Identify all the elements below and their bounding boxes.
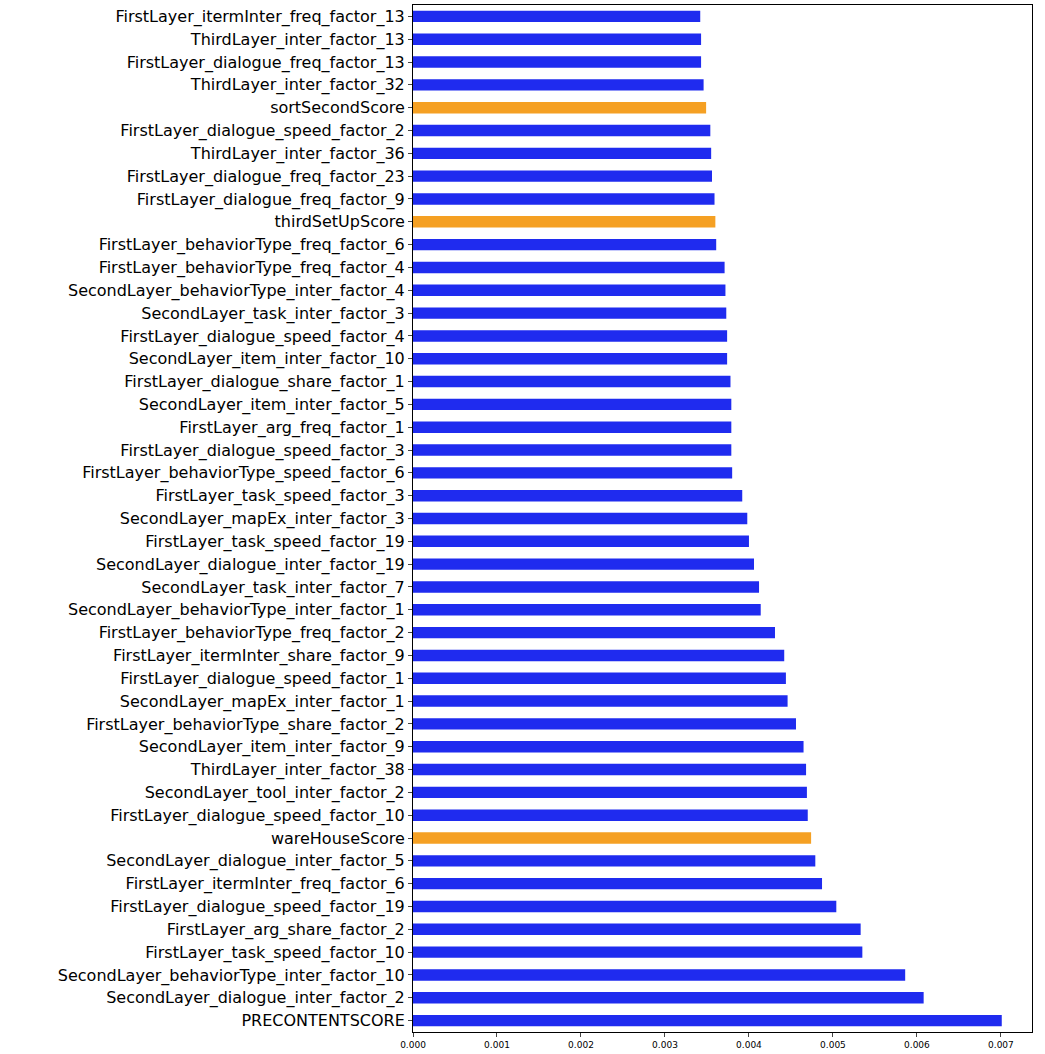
svg-text:FirstLayer_dialogue_speed_fact: FirstLayer_dialogue_speed_factor_3 [120,441,404,461]
svg-text:FirstLayer_dialogue_speed_fact: FirstLayer_dialogue_speed_factor_4 [120,327,404,347]
svg-text:FirstLayer_itermInter_freq_fac: FirstLayer_itermInter_freq_factor_13 [115,7,404,27]
svg-text:FirstLayer_behaviorType_share_: FirstLayer_behaviorType_share_factor_2 [86,715,405,735]
svg-text:FirstLayer_arg_share_factor_2: FirstLayer_arg_share_factor_2 [167,920,405,940]
svg-text:SecondLayer_behaviorType_inter: SecondLayer_behaviorType_inter_factor_1 [68,600,405,620]
svg-text:thirdSetUpScore: thirdSetUpScore [275,212,405,231]
svg-text:SecondLayer_dialogue_inter_fac: SecondLayer_dialogue_inter_factor_2 [106,988,405,1008]
svg-text:FirstLayer_arg_freq_factor_1: FirstLayer_arg_freq_factor_1 [179,418,404,438]
svg-text:SecondLayer_item_inter_factor_: SecondLayer_item_inter_factor_5 [139,395,405,415]
svg-text:wareHouseScore: wareHouseScore [271,829,405,848]
svg-text:SecondLayer_behaviorType_inter: SecondLayer_behaviorType_inter_factor_4 [68,281,405,301]
svg-text:FirstLayer_behaviorType_speed_: FirstLayer_behaviorType_speed_factor_6 [82,463,405,483]
svg-text:FirstLayer_itermInter_share_fa: FirstLayer_itermInter_share_factor_9 [113,646,405,666]
svg-text:0.002: 0.002 [568,1040,594,1050]
svg-text:PRECONTENTSCORE: PRECONTENTSCORE [241,1011,404,1030]
svg-text:ThirdLayer_inter_factor_32: ThirdLayer_inter_factor_32 [190,75,405,95]
svg-text:FirstLayer_behaviorType_freq_f: FirstLayer_behaviorType_freq_factor_6 [99,235,405,255]
svg-text:FirstLayer_task_speed_factor_1: FirstLayer_task_speed_factor_10 [145,943,405,963]
svg-text:FirstLayer_dialogue_speed_fact: FirstLayer_dialogue_speed_factor_10 [110,806,405,826]
svg-text:0.004: 0.004 [736,1040,762,1050]
svg-text:0.007: 0.007 [988,1040,1014,1050]
svg-text:FirstLayer_dialogue_share_fact: FirstLayer_dialogue_share_factor_1 [124,372,404,392]
svg-text:0.006: 0.006 [904,1040,930,1050]
svg-text:SecondLayer_tool_inter_factor_: SecondLayer_tool_inter_factor_2 [145,783,405,803]
svg-text:FirstLayer_task_speed_factor_3: FirstLayer_task_speed_factor_3 [155,486,404,506]
svg-text:SecondLayer_item_inter_factor_: SecondLayer_item_inter_factor_9 [139,737,405,757]
svg-text:FirstLayer_dialogue_freq_facto: FirstLayer_dialogue_freq_factor_9 [137,190,405,210]
svg-text:0.005: 0.005 [820,1040,846,1050]
svg-text:FirstLayer_dialogue_freq_facto: FirstLayer_dialogue_freq_factor_23 [127,167,405,187]
svg-text:ThirdLayer_inter_factor_13: ThirdLayer_inter_factor_13 [190,30,405,50]
svg-text:SecondLayer_item_inter_factor_: SecondLayer_item_inter_factor_10 [129,349,405,369]
svg-text:FirstLayer_dialogue_freq_facto: FirstLayer_dialogue_freq_factor_13 [127,53,405,73]
svg-text:SecondLayer_mapEx_inter_factor: SecondLayer_mapEx_inter_factor_1 [120,692,405,712]
svg-text:ThirdLayer_inter_factor_38: ThirdLayer_inter_factor_38 [190,760,405,780]
svg-text:FirstLayer_behaviorType_freq_f: FirstLayer_behaviorType_freq_factor_4 [99,258,405,278]
svg-text:FirstLayer_itermInter_freq_fac: FirstLayer_itermInter_freq_factor_6 [126,874,405,894]
svg-text:FirstLayer_dialogue_speed_fact: FirstLayer_dialogue_speed_factor_1 [120,669,404,689]
svg-text:FirstLayer_behaviorType_freq_f: FirstLayer_behaviorType_freq_factor_2 [99,623,405,643]
svg-text:sortSecondScore: sortSecondScore [270,98,405,117]
svg-text:0.000: 0.000 [400,1040,426,1050]
svg-text:FirstLayer_dialogue_speed_fact: FirstLayer_dialogue_speed_factor_19 [110,897,405,917]
svg-text:SecondLayer_behaviorType_inter: SecondLayer_behaviorType_inter_factor_10 [58,966,405,986]
svg-text:ThirdLayer_inter_factor_36: ThirdLayer_inter_factor_36 [190,144,405,164]
svg-text:SecondLayer_task_inter_factor_: SecondLayer_task_inter_factor_3 [141,304,405,324]
svg-text:SecondLayer_dialogue_inter_fac: SecondLayer_dialogue_inter_factor_5 [106,851,405,871]
svg-text:0.001: 0.001 [484,1040,510,1050]
svg-text:FirstLayer_task_speed_factor_1: FirstLayer_task_speed_factor_19 [145,532,405,552]
svg-text:SecondLayer_dialogue_inter_fac: SecondLayer_dialogue_inter_factor_19 [96,555,405,575]
svg-text:SecondLayer_task_inter_factor_: SecondLayer_task_inter_factor_7 [141,578,405,598]
svg-text:SecondLayer_mapEx_inter_factor: SecondLayer_mapEx_inter_factor_3 [120,509,405,529]
svg-text:0.003: 0.003 [652,1040,678,1050]
svg-text:FirstLayer_dialogue_speed_fact: FirstLayer_dialogue_speed_factor_2 [120,121,404,141]
